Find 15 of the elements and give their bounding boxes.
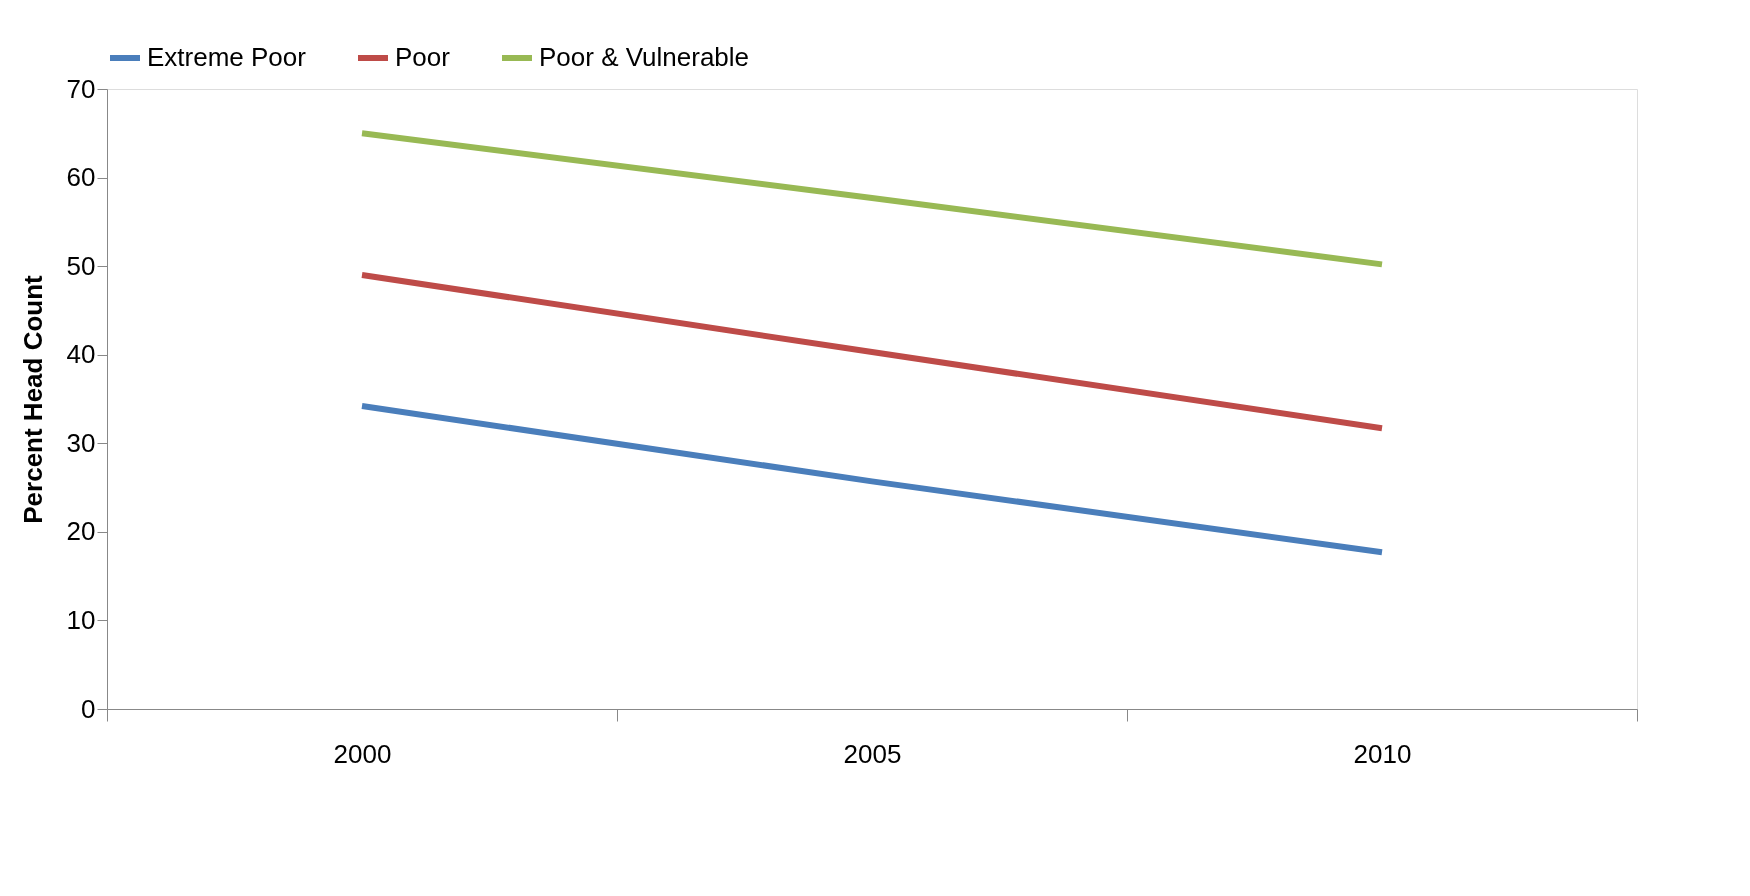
- x-tick-label: 2000: [333, 738, 392, 769]
- x-tick-label: 2005: [843, 738, 902, 769]
- legend-label: Poor & Vulnerable: [539, 42, 750, 72]
- x-tick-label: 2010: [1353, 738, 1412, 769]
- y-tick-label: 30: [66, 427, 96, 458]
- y-tick-label: 20: [66, 516, 96, 547]
- y-tick-label: 50: [66, 250, 96, 281]
- legend-label: Extreme Poor: [147, 42, 307, 72]
- y-tick-label: 40: [66, 339, 96, 370]
- y-tick-label: 0: [81, 693, 96, 724]
- y-axis-title: Percent Head Count: [17, 274, 48, 524]
- y-tick-label: 10: [66, 604, 96, 635]
- legend-label: Poor: [395, 42, 451, 72]
- y-tick-label: 70: [66, 73, 96, 104]
- y-tick-label: 60: [66, 162, 96, 193]
